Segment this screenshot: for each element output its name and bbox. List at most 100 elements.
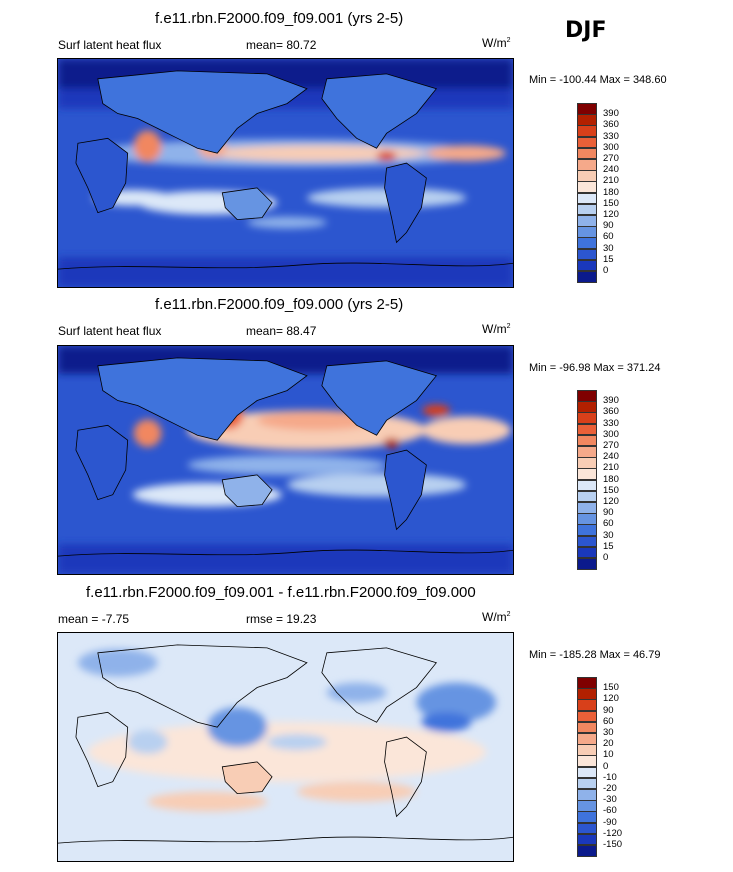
colorbar-swatch bbox=[577, 125, 597, 138]
colorbar-tick-label: 15 bbox=[603, 540, 614, 552]
colorbar-tick-label: -10 bbox=[603, 771, 617, 783]
colorbar-tick-label: 210 bbox=[603, 462, 619, 474]
colorbar-swatch bbox=[577, 490, 597, 503]
colorbar-tick-label: 30 bbox=[603, 529, 614, 541]
colorbar-swatch bbox=[577, 811, 597, 824]
colorbar-swatch bbox=[577, 546, 597, 559]
colorbar-swatch bbox=[577, 833, 597, 846]
colorbar-tick-label: -150 bbox=[603, 839, 623, 850]
colorbar-swatch bbox=[577, 688, 597, 700]
panel-2-variable-label: Surf latent heat flux bbox=[58, 324, 162, 338]
colorbar-tick-label: 0 bbox=[603, 760, 609, 772]
panel-1-mean: mean= 80.72 bbox=[246, 38, 317, 52]
colorbar-swatch bbox=[577, 215, 597, 227]
colorbar-swatch bbox=[577, 271, 597, 283]
colorbar-tick-label: 210 bbox=[603, 175, 619, 187]
colorbar-swatch bbox=[577, 777, 597, 790]
panel-2-colorbar: 390 360 330 300 270 240 210 180 150 120 90 60 30 15 0 bbox=[577, 390, 619, 570]
colorbar-swatch bbox=[577, 800, 597, 812]
panel-3-rmse: rmse = 19.23 bbox=[246, 612, 317, 626]
colorbar-tick-label: 360 bbox=[603, 406, 619, 418]
panel-2-units: W/m2 bbox=[482, 322, 511, 336]
colorbar-swatch bbox=[577, 558, 597, 570]
panel-2-map bbox=[57, 345, 514, 575]
colorbar-tick-label: 330 bbox=[603, 417, 619, 429]
colorbar-swatch bbox=[577, 103, 597, 115]
colorbar-tick-label: 30 bbox=[603, 242, 614, 254]
colorbar-swatch bbox=[577, 677, 597, 689]
panel-3-title: f.e11.rbn.F2000.f09_f09.001 - f.e11.rbn.… bbox=[86, 584, 476, 601]
colorbar-tick-label: 180 bbox=[603, 186, 619, 198]
colorbar-swatch bbox=[577, 114, 597, 126]
colorbar-tick-label: 240 bbox=[603, 164, 619, 176]
panel-3-map bbox=[57, 632, 514, 862]
colorbar-swatch bbox=[577, 181, 597, 194]
colorbar-swatch bbox=[577, 513, 597, 525]
colorbar-tick-label: 300 bbox=[603, 428, 619, 440]
colorbar-tick-label: 60 bbox=[603, 715, 614, 727]
colorbar-tick-label: -120 bbox=[603, 827, 623, 839]
colorbar-tick-label: 270 bbox=[603, 440, 619, 451]
colorbar-swatch bbox=[577, 170, 597, 182]
colorbar-swatch bbox=[577, 446, 597, 458]
colorbar-tick-label: 90 bbox=[603, 704, 614, 716]
colorbar-swatch bbox=[577, 468, 597, 481]
colorbar-swatch bbox=[577, 699, 597, 712]
colorbar-swatch bbox=[577, 390, 597, 402]
colorbar-swatch bbox=[577, 248, 597, 261]
panel-3-mean: mean = -7.75 bbox=[58, 612, 130, 626]
panel-1-units: W/m2 bbox=[482, 36, 511, 50]
colorbar-swatch bbox=[577, 226, 597, 238]
colorbar-swatch bbox=[577, 237, 597, 250]
panel-2-title: f.e11.rbn.F2000.f09_f09.000 (yrs 2-5) bbox=[155, 296, 404, 313]
colorbar-tick-label: -60 bbox=[603, 805, 617, 817]
colorbar-tick-label: 150 bbox=[603, 197, 619, 209]
colorbar-tick-label: 15 bbox=[603, 253, 614, 265]
colorbar-tick-label: 300 bbox=[603, 141, 619, 153]
colorbar-swatch bbox=[577, 733, 597, 745]
colorbar-tick-label: 360 bbox=[603, 119, 619, 131]
colorbar-tick-label: 120 bbox=[603, 209, 619, 220]
panel-3-colorbar: 150 120 90 60 30 20 10 0 -10 -20 -30 -60 -90 -120 -150 bbox=[577, 677, 622, 857]
colorbar-swatch bbox=[577, 845, 597, 857]
panel-3-minmax: Min = -185.28 Max = 46.79 bbox=[529, 649, 661, 661]
panel-1-minmax: Min = -100.44 Max = 348.60 bbox=[529, 74, 667, 86]
colorbar-swatch bbox=[577, 434, 597, 447]
panel-1-colorbar: 390 360 330 300 270 240 210 180 150 120 90 60 30 15 0 bbox=[577, 103, 619, 283]
colorbar-swatch bbox=[577, 203, 597, 216]
panel-2-minmax: Min = -96.98 Max = 371.24 bbox=[529, 362, 661, 374]
colorbar-swatch bbox=[577, 721, 597, 734]
colorbar-tick-label: 90 bbox=[603, 220, 614, 232]
colorbar-swatch bbox=[577, 259, 597, 272]
colorbar-tick-label: 390 bbox=[603, 395, 619, 407]
colorbar-swatch bbox=[577, 822, 597, 835]
colorbar-swatch bbox=[577, 766, 597, 779]
panel-3-units: W/m2 bbox=[482, 610, 511, 624]
colorbar-tick-label: 330 bbox=[603, 130, 619, 142]
season-label: DJF bbox=[565, 18, 607, 43]
colorbar-tick-label: 270 bbox=[603, 153, 619, 164]
colorbar-swatch bbox=[577, 457, 597, 469]
colorbar-tick-label: 60 bbox=[603, 231, 614, 243]
colorbar-swatch bbox=[577, 502, 597, 514]
colorbar-tick-label: 60 bbox=[603, 518, 614, 530]
colorbar-tick-label: 150 bbox=[603, 484, 619, 496]
colorbar-tick-label: 150 bbox=[603, 682, 619, 694]
colorbar-swatch bbox=[577, 423, 597, 436]
panel-1-map bbox=[57, 58, 514, 288]
colorbar-swatch bbox=[577, 789, 597, 801]
colorbar-tick-label: 240 bbox=[603, 451, 619, 463]
colorbar-swatch bbox=[577, 524, 597, 537]
panel-2-mean: mean= 88.47 bbox=[246, 324, 317, 338]
colorbar-swatch bbox=[577, 535, 597, 548]
colorbar-swatch bbox=[577, 136, 597, 149]
colorbar-swatch bbox=[577, 479, 597, 492]
colorbar-swatch bbox=[577, 744, 597, 756]
colorbar-tick-label: 120 bbox=[603, 693, 619, 705]
colorbar-swatch bbox=[577, 710, 597, 723]
colorbar-tick-label: 0 bbox=[603, 552, 609, 563]
colorbar-tick-label: 180 bbox=[603, 473, 619, 485]
panel-1-title: f.e11.rbn.F2000.f09_f09.001 (yrs 2-5) bbox=[155, 10, 404, 27]
colorbar-swatch bbox=[577, 159, 597, 171]
panel-1-variable-label: Surf latent heat flux bbox=[58, 38, 162, 52]
